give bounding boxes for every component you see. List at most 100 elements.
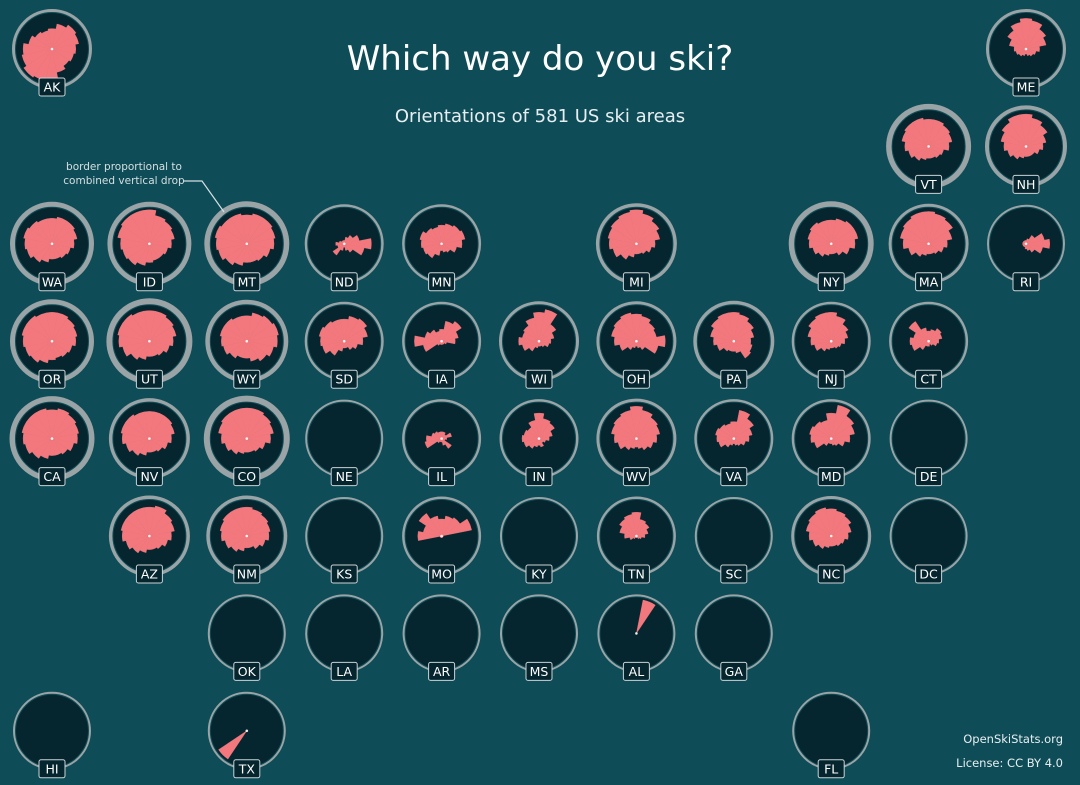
state-label-box bbox=[915, 174, 943, 194]
rose-petal bbox=[23, 48, 53, 78]
rose-petal bbox=[441, 239, 463, 249]
state-label-box bbox=[915, 369, 943, 389]
rose-petal bbox=[223, 318, 247, 342]
state-label-box bbox=[525, 467, 553, 487]
rose-petal bbox=[538, 338, 552, 344]
state-label-box bbox=[428, 272, 456, 292]
rose-petal bbox=[425, 227, 442, 244]
rose-petal bbox=[34, 408, 53, 439]
rose-petal bbox=[1007, 114, 1027, 147]
state-tile-va: VA bbox=[694, 399, 774, 487]
rose-petal bbox=[928, 338, 939, 344]
rose-center bbox=[50, 242, 54, 246]
rose-petal bbox=[636, 230, 660, 244]
rose-center bbox=[635, 242, 638, 246]
rose-petal bbox=[51, 433, 78, 444]
rose-petal bbox=[538, 309, 558, 342]
state-label: NM bbox=[237, 567, 257, 582]
rose-petal bbox=[441, 438, 446, 446]
rose-petal bbox=[246, 341, 267, 362]
rose-petal bbox=[149, 513, 173, 537]
rose-petal bbox=[418, 513, 442, 537]
rose-petal bbox=[246, 238, 275, 250]
rose-petal bbox=[332, 243, 345, 256]
state-label: ID bbox=[143, 274, 156, 289]
rose-petal bbox=[149, 239, 172, 249]
state-tile-oh: OH bbox=[596, 301, 677, 389]
rose-petal bbox=[441, 518, 472, 537]
state-label-box bbox=[428, 467, 456, 487]
rose-petal bbox=[809, 222, 832, 244]
state-label-box bbox=[135, 272, 163, 292]
state-label: VA bbox=[726, 469, 743, 484]
rose-petal bbox=[246, 535, 266, 547]
rose-petal bbox=[831, 524, 852, 537]
rose-petal bbox=[149, 336, 174, 347]
rose-petal bbox=[51, 239, 75, 249]
rose-petal bbox=[149, 341, 170, 353]
rose-petal bbox=[831, 438, 845, 447]
state-tile-sd: SD bbox=[304, 301, 384, 389]
state-tile-sc: SC bbox=[694, 497, 773, 584]
rose-petal bbox=[246, 218, 273, 244]
rose-center bbox=[342, 339, 346, 343]
state-label-box bbox=[622, 369, 650, 389]
state-label-box bbox=[330, 272, 358, 292]
rose-petal bbox=[417, 531, 442, 541]
rose-petal bbox=[246, 509, 263, 537]
state-label: DC bbox=[919, 567, 938, 582]
rose-petal bbox=[1010, 22, 1027, 50]
rose-center bbox=[245, 437, 249, 440]
state-tile-ut: UT bbox=[106, 298, 193, 389]
rose-petal bbox=[424, 331, 442, 342]
rose-petal bbox=[149, 438, 163, 452]
rose-center bbox=[732, 437, 736, 440]
state-label: ME bbox=[1017, 80, 1036, 95]
rose-petal bbox=[35, 312, 53, 342]
rose-petal bbox=[538, 436, 550, 441]
rose-petal bbox=[424, 438, 442, 449]
rose-petal bbox=[1025, 124, 1048, 147]
state-label-box bbox=[330, 564, 358, 584]
rose-petal bbox=[431, 432, 442, 439]
state-label-box bbox=[525, 564, 553, 584]
rose-petal bbox=[733, 438, 742, 446]
rose-petal bbox=[636, 213, 654, 244]
rose-petal bbox=[149, 505, 167, 537]
state-tile-ri: RI bbox=[987, 204, 1065, 292]
state-tile-id: ID bbox=[107, 201, 192, 292]
state-label: CT bbox=[920, 372, 937, 387]
rose-petal bbox=[631, 512, 642, 537]
state-label: LA bbox=[336, 664, 352, 679]
state-tile-ar: AR bbox=[402, 594, 481, 681]
state-tile-il: IL bbox=[402, 399, 482, 487]
rose-petal bbox=[831, 323, 849, 342]
rose-petal bbox=[246, 522, 271, 537]
state-label-box bbox=[233, 272, 261, 292]
rose-center bbox=[1024, 242, 1028, 246]
rose-petal bbox=[246, 433, 271, 444]
rose-petal bbox=[733, 329, 755, 342]
rose-petal bbox=[246, 243, 271, 258]
rose-petal bbox=[533, 412, 545, 439]
rose-petal bbox=[125, 414, 150, 439]
state-label-box bbox=[525, 661, 553, 681]
rose-petal bbox=[528, 420, 540, 439]
state-tile-nh: NH bbox=[985, 105, 1067, 194]
rose-petal bbox=[246, 535, 260, 549]
rose-petal bbox=[636, 425, 660, 439]
rose-petal bbox=[41, 30, 53, 50]
border-annotation: border proportional to combined vertical… bbox=[63, 161, 225, 213]
state-label-box bbox=[817, 369, 845, 389]
state-label-box bbox=[817, 467, 845, 487]
rose-petal bbox=[809, 426, 832, 439]
state-label: WA bbox=[42, 274, 63, 289]
rose-petal bbox=[149, 341, 164, 356]
rose-center bbox=[440, 339, 443, 343]
state-tile-ky: KY bbox=[500, 497, 578, 584]
state-circle bbox=[503, 597, 575, 670]
rose-petal bbox=[344, 243, 349, 251]
state-label: UT bbox=[141, 372, 158, 387]
state-label: WI bbox=[531, 372, 547, 387]
